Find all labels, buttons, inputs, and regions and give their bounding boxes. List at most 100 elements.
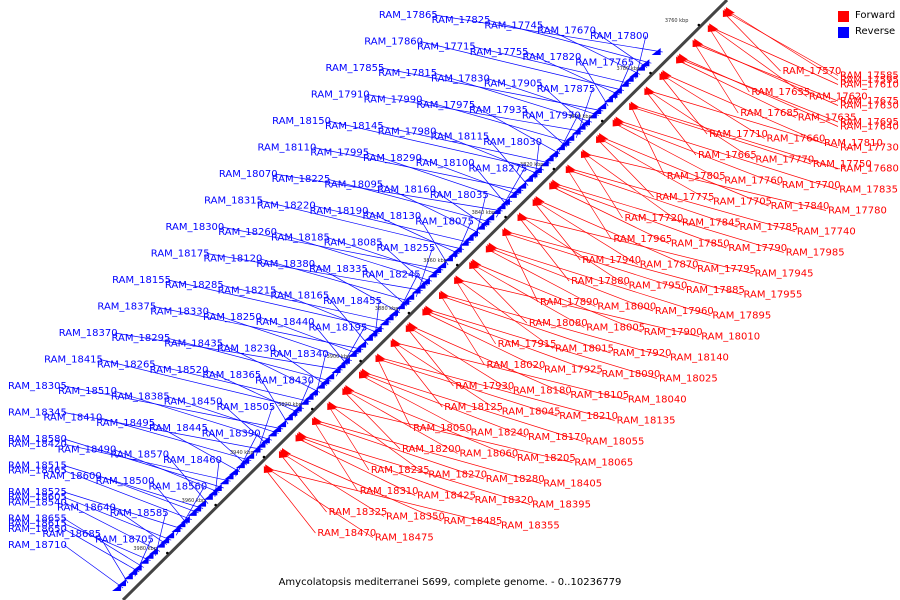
reverse-leader-line	[525, 51, 620, 96]
reverse-gene-feature	[432, 266, 442, 273]
forward-gene-label: RAM_18240	[471, 428, 530, 439]
forward-gene-label: RAM_17760	[724, 176, 783, 187]
reverse-gene-label: RAM_18120	[204, 254, 263, 265]
reverse-gene-feature	[452, 245, 462, 253]
reverse-leader-line	[63, 491, 183, 530]
forward-leader-line	[567, 169, 738, 228]
reverse-gene-feature	[539, 159, 549, 167]
reverse-gene-feature	[549, 149, 559, 157]
forward-leader-line	[726, 12, 839, 76]
reverse-gene-feature	[235, 461, 245, 469]
forward-gene-feature	[645, 86, 655, 94]
forward-gene-label: RAM_18170	[528, 432, 587, 443]
reverse-gene-feature	[389, 308, 399, 316]
forward-gene-label: RAM_17665	[698, 150, 757, 161]
reverse-leader-line	[63, 528, 140, 573]
reverse-gene-label: RAM_18410	[43, 413, 102, 424]
reverse-gene-label: RAM_18600	[43, 471, 102, 482]
reverse-gene-feature	[560, 138, 570, 146]
forward-gene-label: RAM_17750	[813, 159, 872, 170]
forward-leader-line	[551, 186, 670, 244]
reverse-gene-label: RAM_18445	[149, 423, 208, 434]
reverse-leader-line	[365, 210, 460, 255]
legend-forward-label: Forward	[855, 10, 896, 21]
reverse-gene-feature	[320, 377, 330, 385]
reverse-leader-line	[63, 496, 172, 541]
forward-gene-label: RAM_17985	[786, 248, 845, 259]
reverse-gene-label: RAM_18300	[165, 222, 224, 233]
reverse-gene-label: RAM_17860	[364, 37, 423, 48]
forward-leader-line	[457, 279, 700, 337]
forward-gene-label: RAM_18080	[529, 318, 588, 329]
reverse-gene-label: RAM_17905	[484, 79, 543, 90]
reverse-gene-feature	[251, 445, 261, 453]
reverse-leader-line	[152, 364, 311, 403]
reverse-leader-line	[151, 480, 188, 525]
reverse-leader-line	[175, 486, 205, 536]
forward-leader-line	[504, 232, 685, 291]
forward-gene-label: RAM_17900	[644, 327, 703, 338]
axis-tick-mark	[166, 551, 169, 555]
reverse-gene-feature	[260, 436, 270, 444]
reverse-gene-feature	[347, 349, 357, 357]
reverse-gene-label: RAM_17990	[364, 95, 423, 106]
forward-gene-feature	[679, 53, 689, 61]
forward-gene-feature	[502, 229, 512, 236]
forward-leader-line	[647, 90, 754, 160]
reverse-gene-feature	[288, 408, 298, 416]
reverse-gene-label: RAM_18615	[8, 519, 67, 530]
forward-leader-line	[313, 421, 359, 492]
forward-gene-label: RAM_18090	[601, 369, 660, 380]
forward-gene-label: RAM_17700	[782, 180, 841, 191]
reverse-gene-label: RAM_18260	[218, 227, 277, 238]
reverse-gene-label: RAM_17975	[416, 100, 475, 111]
axis-tick-label: 3840 kbp	[472, 210, 496, 216]
forward-leader-line	[440, 295, 485, 366]
reverse-gene-feature	[485, 213, 495, 221]
reverse-gene-feature	[277, 420, 287, 428]
reverse-gene-label: RAM_17755	[470, 47, 529, 58]
forward-swatch	[838, 10, 849, 22]
forward-leader-line	[597, 139, 654, 198]
reverse-gene-feature	[112, 584, 122, 591]
reverse-gene-label: RAM_18640	[57, 503, 116, 514]
axis-tick-label: 3900 kbp	[327, 354, 351, 360]
reverse-gene-label: RAM_18195	[308, 322, 367, 333]
forward-gene-label: RAM_17840	[771, 201, 830, 212]
reverse-gene-label: RAM_18265	[97, 360, 156, 371]
forward-leader-line	[617, 120, 838, 190]
reverse-gene-label: RAM_17855	[326, 63, 385, 74]
forward-leader-line	[394, 342, 500, 412]
reverse-gene-label: RAM_18655	[8, 514, 67, 525]
forward-leader-line	[424, 312, 543, 370]
reverse-gene-label: RAM_17980	[378, 126, 437, 137]
reverse-leader-line	[166, 396, 279, 434]
forward-gene-label: RAM_17925	[544, 365, 603, 376]
reverse-gene-feature	[132, 563, 142, 571]
forward-leader-line	[267, 468, 500, 526]
reverse-leader-line	[258, 374, 289, 425]
reverse-gene-feature	[117, 579, 127, 587]
reverse-gene-label: RAM_18130	[362, 211, 421, 222]
reverse-leader-line	[206, 253, 423, 291]
reverse-gene-label: RAM_18330	[150, 307, 209, 318]
forward-gene-label: RAM_17950	[629, 281, 688, 292]
reverse-gene-feature	[464, 233, 474, 241]
reverse-leader-line	[495, 168, 525, 218]
reverse-leader-line	[99, 417, 252, 462]
forward-leader-line	[632, 105, 839, 169]
forward-gene-label: RAM_17730	[840, 143, 899, 154]
forward-gene-feature	[662, 70, 672, 77]
reverse-gene-feature	[192, 504, 202, 512]
reverse-gene-feature	[267, 429, 277, 437]
reverse-gene-feature	[224, 472, 234, 480]
forward-gene-label: RAM_17835	[839, 185, 898, 196]
reverse-gene-label: RAM_18705	[95, 534, 154, 545]
reverse-gene-label: RAM_18430	[255, 375, 314, 386]
forward-gene-label: RAM_17620	[809, 92, 868, 103]
forward-gene-label: RAM_18125	[444, 402, 503, 413]
axis-tick-mark	[214, 503, 217, 507]
reverse-gene-feature	[245, 451, 255, 459]
forward-leader-line	[347, 388, 516, 459]
reverse-gene-feature	[635, 63, 645, 71]
